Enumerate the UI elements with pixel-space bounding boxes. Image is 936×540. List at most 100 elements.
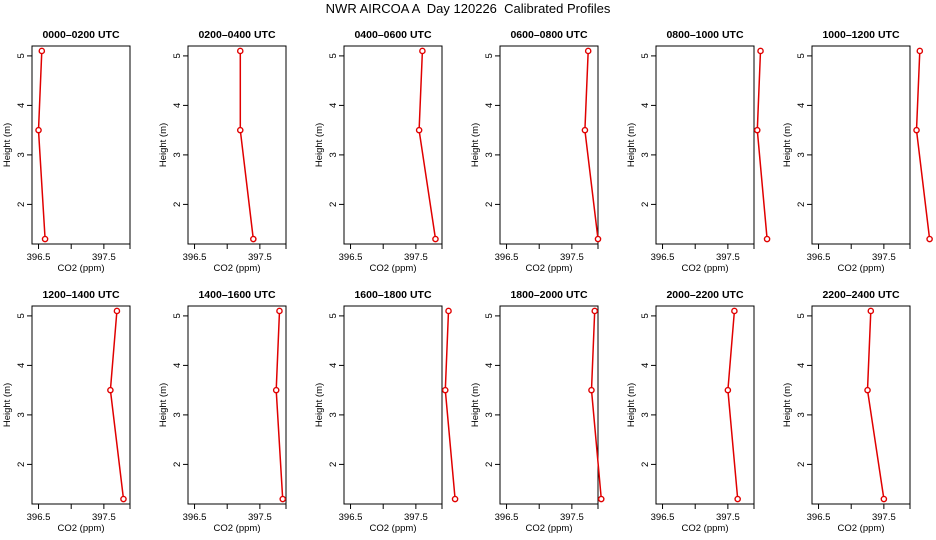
panel-title: 0200–0400 UTC xyxy=(198,29,275,41)
y-axis-label: Height (m) xyxy=(470,123,481,167)
data-point xyxy=(250,235,257,243)
profile-line xyxy=(756,50,768,240)
y-tick-label: 2 xyxy=(484,462,495,467)
y-axis-label: Height (m) xyxy=(470,383,481,427)
y-tick-label: 2 xyxy=(796,202,807,207)
profile-line xyxy=(239,51,255,240)
data-point xyxy=(445,307,452,315)
profile-line xyxy=(590,310,603,500)
y-tick-label: 2 xyxy=(328,462,339,467)
panel-title: 1600–1800 UTC xyxy=(354,289,431,301)
data-point xyxy=(867,307,875,315)
x-axis-label: CO2 (ppm) xyxy=(214,263,261,274)
y-tick-label: 4 xyxy=(328,363,339,368)
x-tick-label: 397.5 xyxy=(560,512,584,523)
y-tick-label: 4 xyxy=(640,103,651,108)
y-tick-label: 3 xyxy=(640,152,651,157)
data-point xyxy=(591,307,599,315)
plot-frame xyxy=(655,45,755,245)
data-point xyxy=(594,235,602,243)
profile-line xyxy=(418,50,437,240)
y-axis-label: Height (m) xyxy=(782,123,793,167)
y-tick-label: 4 xyxy=(172,363,183,368)
x-tick-label: 396.5 xyxy=(651,512,675,523)
plot-frame xyxy=(187,45,287,245)
x-tick-label: 396.5 xyxy=(651,252,675,263)
y-tick-label: 2 xyxy=(172,462,183,467)
y-tick-label: 5 xyxy=(16,313,27,318)
data-point xyxy=(415,126,423,134)
x-axis-label: CO2 (ppm) xyxy=(370,263,417,274)
y-axis-label: Height (m) xyxy=(2,123,13,167)
y-tick-label: 5 xyxy=(172,53,183,58)
x-tick-label: 396.5 xyxy=(183,512,207,523)
profile-line xyxy=(444,310,456,500)
y-tick-label: 3 xyxy=(796,152,807,157)
y-tick-label: 2 xyxy=(328,202,339,207)
data-point xyxy=(584,47,592,55)
y-tick-label: 4 xyxy=(796,103,807,108)
y-tick-label: 5 xyxy=(640,53,651,58)
y-tick-label: 3 xyxy=(172,412,183,417)
profile-line xyxy=(109,310,125,500)
plot-frame xyxy=(343,305,443,505)
y-tick-label: 5 xyxy=(484,53,495,58)
plot-frame xyxy=(499,305,599,505)
x-axis-label: CO2 (ppm) xyxy=(370,523,417,534)
y-tick-label: 2 xyxy=(796,462,807,467)
data-point xyxy=(35,126,42,134)
x-tick-label: 396.5 xyxy=(183,252,207,263)
data-point xyxy=(419,47,426,55)
data-point xyxy=(916,47,924,55)
data-point xyxy=(276,307,283,315)
panel-title: 1400–1600 UTC xyxy=(198,289,275,301)
data-point xyxy=(731,307,738,315)
x-axis-label: CO2 (ppm) xyxy=(838,523,885,534)
plot-frame xyxy=(811,45,911,245)
x-tick-label: 397.5 xyxy=(872,252,896,263)
x-axis-label: CO2 (ppm) xyxy=(526,263,573,274)
plot-frame xyxy=(343,45,443,245)
x-tick-label: 397.5 xyxy=(716,252,740,263)
data-point xyxy=(724,386,732,394)
y-tick-label: 3 xyxy=(484,412,495,417)
data-point xyxy=(588,386,595,394)
plot-frame xyxy=(31,305,131,505)
panel-title: 1800–2000 UTC xyxy=(510,289,587,301)
data-point xyxy=(864,386,871,394)
data-point xyxy=(38,47,46,55)
data-point xyxy=(272,386,280,394)
y-tick-label: 2 xyxy=(640,202,651,207)
y-tick-label: 4 xyxy=(484,103,495,108)
x-tick-label: 396.5 xyxy=(495,512,519,523)
panel-title: 2200–2400 UTC xyxy=(822,289,899,301)
data-point xyxy=(236,47,244,55)
y-tick-label: 5 xyxy=(16,53,27,58)
profile-line xyxy=(275,310,284,500)
profile-line xyxy=(915,50,931,240)
y-tick-label: 2 xyxy=(640,462,651,467)
y-tick-label: 3 xyxy=(172,152,183,157)
y-axis-label: Height (m) xyxy=(782,383,793,427)
data-point xyxy=(279,495,287,503)
data-point xyxy=(107,386,114,394)
x-tick-label: 397.5 xyxy=(872,512,896,523)
data-point xyxy=(451,495,459,503)
x-tick-label: 397.5 xyxy=(716,512,740,523)
x-tick-label: 397.5 xyxy=(404,252,428,263)
panel-title: 0000–0200 UTC xyxy=(42,29,119,41)
y-tick-label: 3 xyxy=(16,412,27,417)
panel-title: 0800–1000 UTC xyxy=(666,29,743,41)
x-tick-label: 396.5 xyxy=(339,252,363,263)
y-tick-label: 5 xyxy=(328,313,339,318)
y-axis-label: Height (m) xyxy=(314,123,325,167)
data-point xyxy=(236,126,244,134)
y-axis-label: Height (m) xyxy=(2,383,13,427)
data-point xyxy=(757,47,764,55)
y-axis-label: Height (m) xyxy=(314,383,325,427)
profile-line xyxy=(866,310,885,500)
x-tick-label: 396.5 xyxy=(495,252,519,263)
x-axis-label: CO2 (ppm) xyxy=(58,263,105,274)
x-axis-label: CO2 (ppm) xyxy=(682,523,729,534)
